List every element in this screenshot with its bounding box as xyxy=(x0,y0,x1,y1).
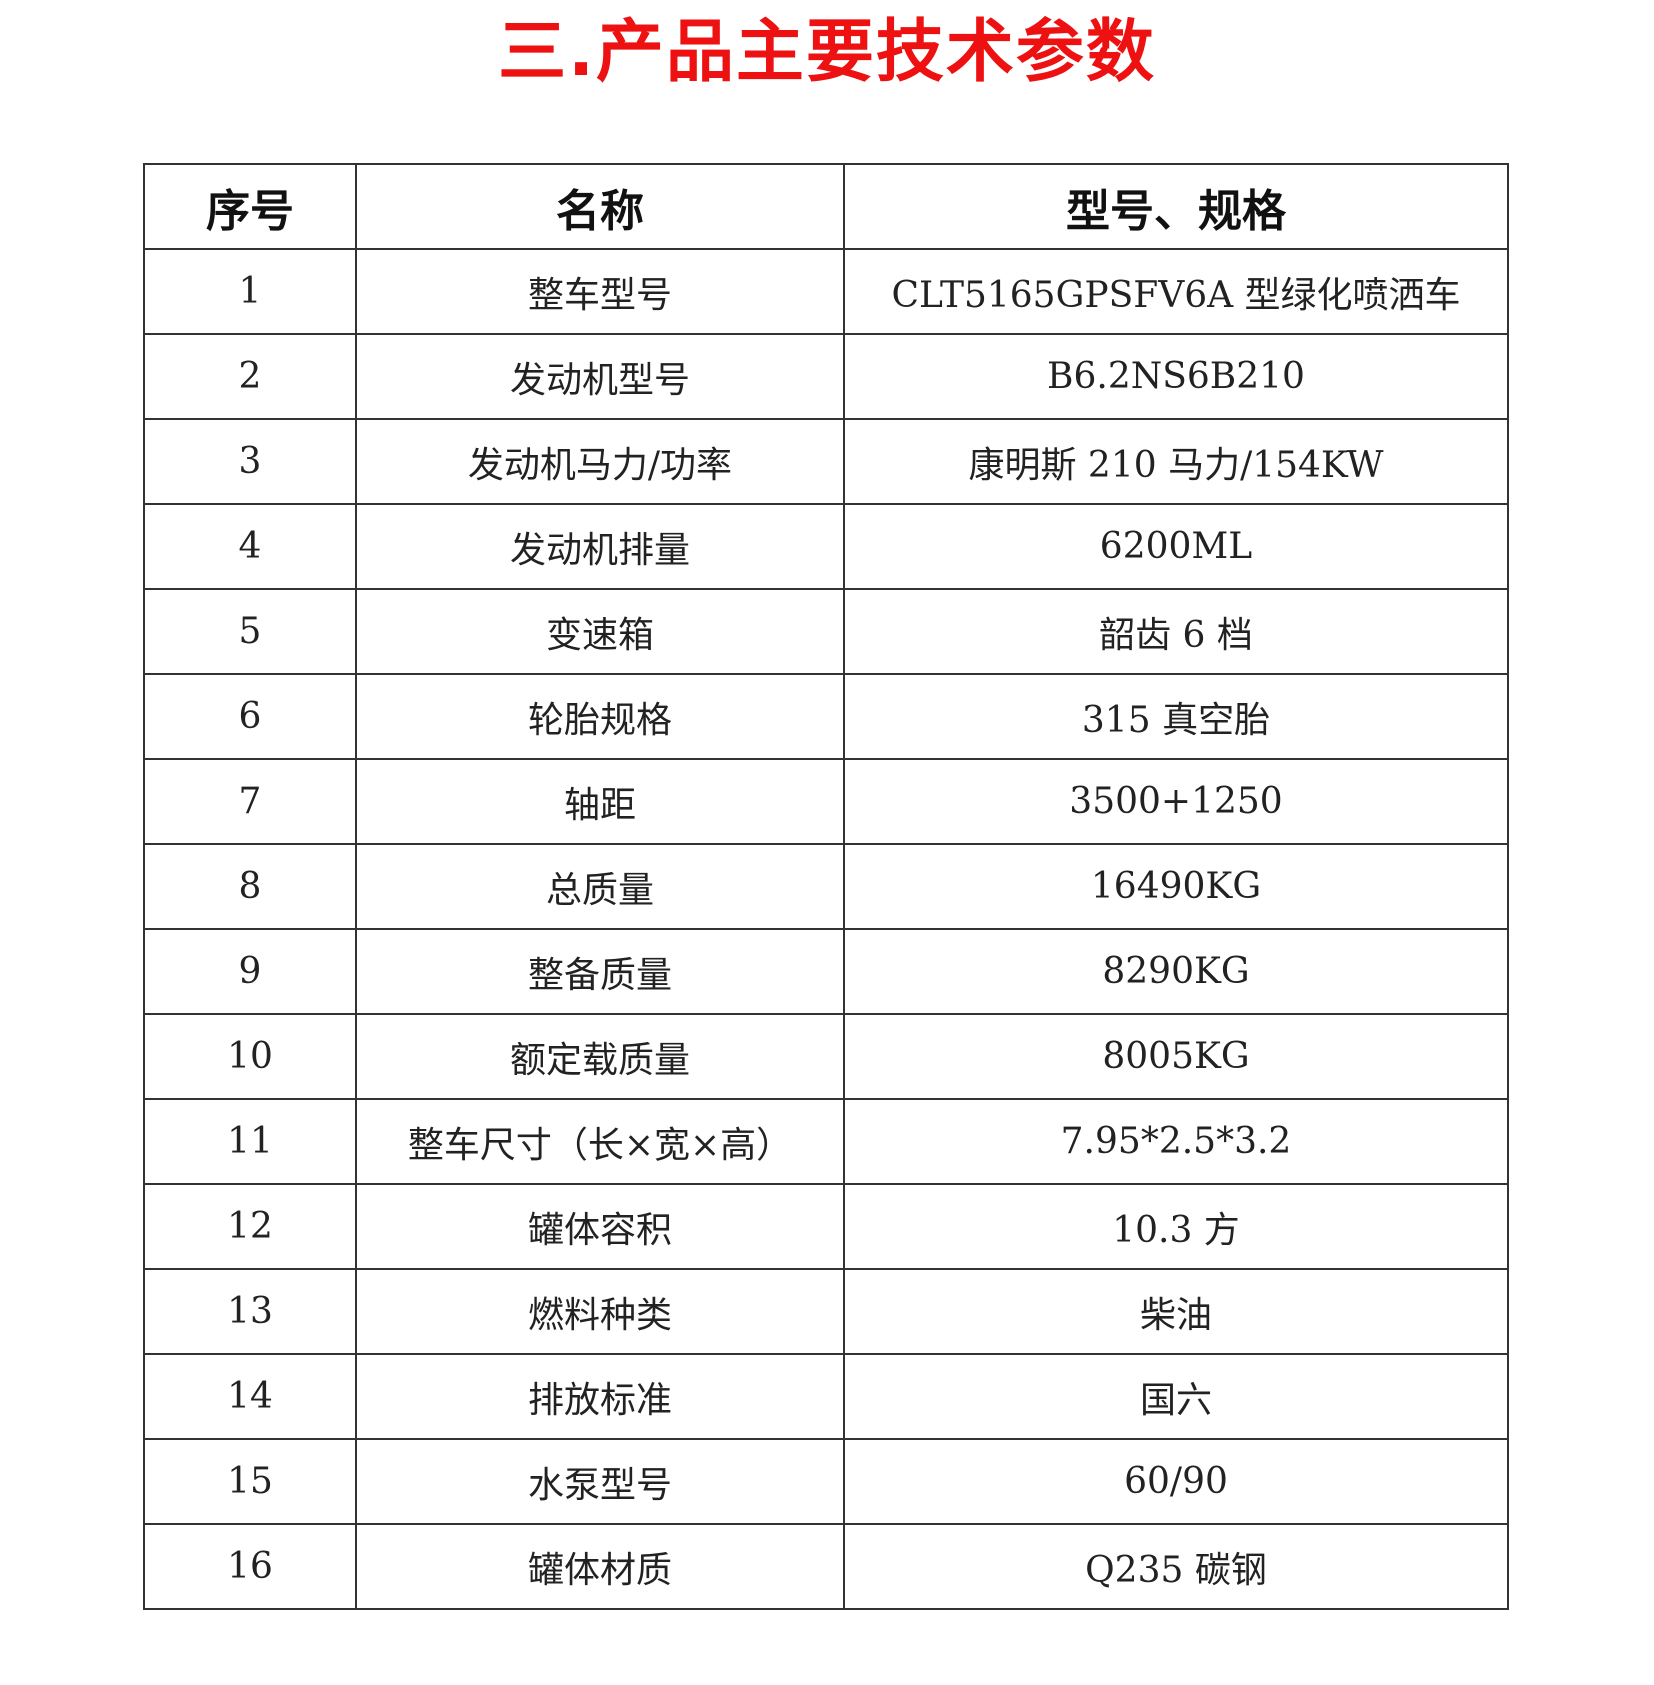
row-name: 罐体容积 xyxy=(355,1183,845,1270)
table-row: 9 整备质量 8290KG xyxy=(143,928,1509,1015)
row-spec: 6200ML xyxy=(843,503,1509,590)
row-index: 14 xyxy=(143,1353,357,1440)
table-row: 1 整车型号 CLT5165GPSFV6A 型绿化喷洒车 xyxy=(143,248,1509,335)
header-index: 序号 xyxy=(143,163,357,250)
row-index: 12 xyxy=(143,1183,357,1270)
row-spec: 10.3 方 xyxy=(843,1183,1509,1270)
table-row: 4 发动机排量 6200ML xyxy=(143,503,1509,590)
row-spec: 8290KG xyxy=(843,928,1509,1015)
row-index: 15 xyxy=(143,1438,357,1525)
table-row: 15 水泵型号 60/90 xyxy=(143,1438,1509,1525)
row-index: 5 xyxy=(143,588,357,675)
table-row: 13 燃料种类 柴油 xyxy=(143,1268,1509,1355)
row-index: 6 xyxy=(143,673,357,760)
row-index: 11 xyxy=(143,1098,357,1185)
table-row: 14 排放标准 国六 xyxy=(143,1353,1509,1440)
row-spec: 16490KG xyxy=(843,843,1509,930)
row-name: 燃料种类 xyxy=(355,1268,845,1355)
row-index: 9 xyxy=(143,928,357,1015)
table-header-row: 序号 名称 型号、规格 xyxy=(143,163,1509,250)
table-row: 10 额定载质量 8005KG xyxy=(143,1013,1509,1100)
table-row: 16 罐体材质 Q235 碳钢 xyxy=(143,1523,1509,1610)
row-name: 发动机排量 xyxy=(355,503,845,590)
row-name: 排放标准 xyxy=(355,1353,845,1440)
row-index: 3 xyxy=(143,418,357,505)
row-spec: 柴油 xyxy=(843,1268,1509,1355)
page-title: 三.产品主要技术参数 xyxy=(498,13,1156,92)
row-name: 发动机马力/功率 xyxy=(355,418,845,505)
row-spec: 7.95*2.5*3.2 xyxy=(843,1098,1509,1185)
row-name: 轴距 xyxy=(355,758,845,845)
row-name: 罐体材质 xyxy=(355,1523,845,1610)
row-index: 13 xyxy=(143,1268,357,1355)
row-spec: Q235 碳钢 xyxy=(843,1523,1509,1610)
table-row: 6 轮胎规格 315 真空胎 xyxy=(143,673,1509,760)
row-index: 2 xyxy=(143,333,357,420)
row-index: 16 xyxy=(143,1523,357,1610)
header-spec: 型号、规格 xyxy=(843,163,1509,250)
row-index: 8 xyxy=(143,843,357,930)
row-spec: B6.2NS6B210 xyxy=(843,333,1509,420)
table-row: 3 发动机马力/功率 康明斯 210 马力/154KW xyxy=(143,418,1509,505)
row-name: 水泵型号 xyxy=(355,1438,845,1525)
row-name: 发动机型号 xyxy=(355,333,845,420)
row-index: 1 xyxy=(143,248,357,335)
row-spec: 60/90 xyxy=(843,1438,1509,1525)
row-name: 变速箱 xyxy=(355,588,845,675)
row-spec: CLT5165GPSFV6A 型绿化喷洒车 xyxy=(843,248,1509,335)
header-name: 名称 xyxy=(355,163,845,250)
spec-table: 序号 名称 型号、规格 1 整车型号 CLT5165GPSFV6A 型绿化喷洒车 2 发… xyxy=(143,163,1509,1610)
row-spec: 康明斯 210 马力/154KW xyxy=(843,418,1509,505)
row-index: 10 xyxy=(143,1013,357,1100)
row-spec: 韶齿 6 档 xyxy=(843,588,1509,675)
row-name: 整车尺寸（长×宽×高） xyxy=(355,1098,845,1185)
row-index: 7 xyxy=(143,758,357,845)
row-spec: 3500+1250 xyxy=(843,758,1509,845)
row-name: 额定载质量 xyxy=(355,1013,845,1100)
row-name: 轮胎规格 xyxy=(355,673,845,760)
table-row: 12 罐体容积 10.3 方 xyxy=(143,1183,1509,1270)
row-name: 整备质量 xyxy=(355,928,845,1015)
table-row: 7 轴距 3500+1250 xyxy=(143,758,1509,845)
table-row: 8 总质量 16490KG xyxy=(143,843,1509,930)
table-row: 11 整车尺寸（长×宽×高） 7.95*2.5*3.2 xyxy=(143,1098,1509,1185)
table-row: 2 发动机型号 B6.2NS6B210 xyxy=(143,333,1509,420)
row-name: 整车型号 xyxy=(355,248,845,335)
row-index: 4 xyxy=(143,503,357,590)
row-name: 总质量 xyxy=(355,843,845,930)
row-spec: 315 真空胎 xyxy=(843,673,1509,760)
row-spec: 国六 xyxy=(843,1353,1509,1440)
table-row: 5 变速箱 韶齿 6 档 xyxy=(143,588,1509,675)
row-spec: 8005KG xyxy=(843,1013,1509,1100)
